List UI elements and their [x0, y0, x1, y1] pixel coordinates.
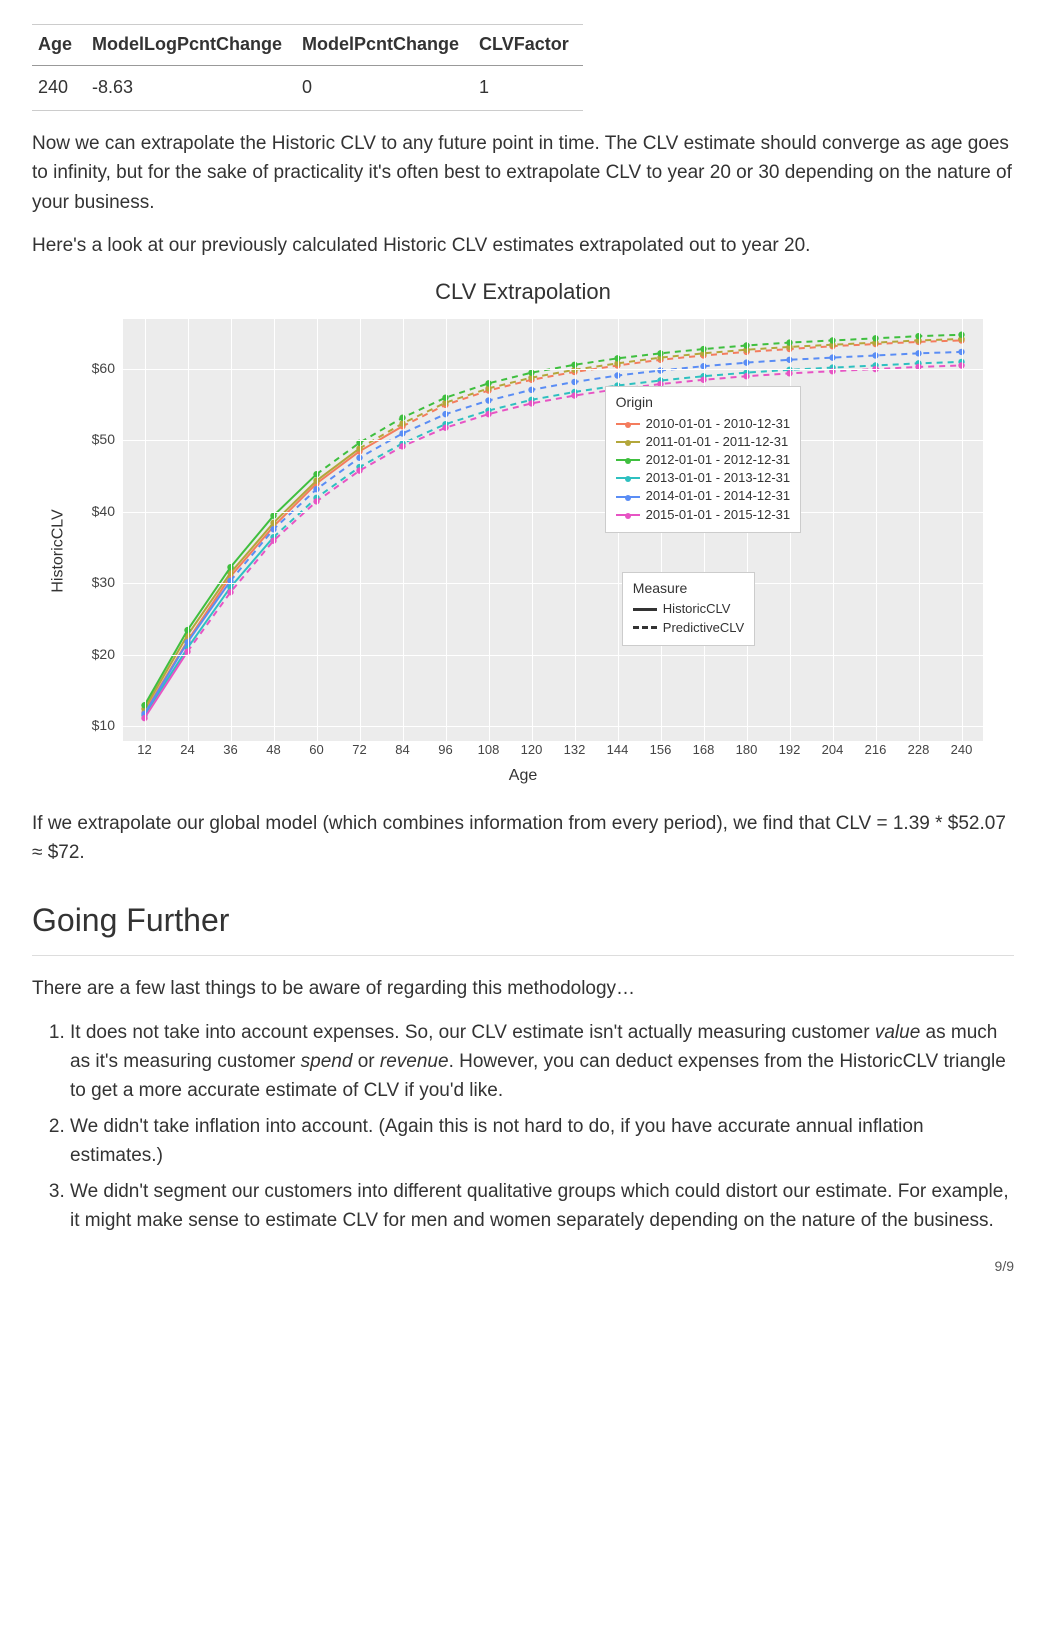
table-cell: -8.63 [86, 65, 296, 110]
chart-ylabel: HistoricCLV [47, 509, 72, 592]
clv-chart: CLV Extrapolation HistoricCLV Age $10 $20… [32, 275, 1014, 791]
table-header: CLVFactor [473, 25, 583, 66]
xtick-label: 108 [478, 740, 500, 760]
page-footer: 9/9 [32, 1256, 1014, 1278]
xtick-label: 228 [908, 740, 930, 760]
legend-label: PredictiveCLV [663, 619, 744, 637]
xtick-label: 72 [352, 740, 366, 760]
paragraph-extrapolate-intro: Now we can extrapolate the Historic CLV … [32, 129, 1014, 217]
legend-origin: Origin 2010-01-01 - 2010-12-312011-01-01 … [605, 386, 802, 533]
legend-item: 2012-01-01 - 2012-12-31 [616, 451, 791, 469]
legend-label: 2015-01-01 - 2015-12-31 [646, 506, 791, 524]
table-header: Age [32, 25, 86, 66]
xtick-label: 24 [180, 740, 194, 760]
xtick-label: 192 [779, 740, 801, 760]
xtick-label: 204 [822, 740, 844, 760]
ytick-label: $50 [92, 429, 115, 451]
xtick-label: 84 [395, 740, 409, 760]
table-header: ModelLogPcntChange [86, 25, 296, 66]
legend-item: PredictiveCLV [633, 619, 744, 637]
section-rule [32, 955, 1014, 956]
legend-label: HistoricCLV [663, 600, 731, 618]
legend-title: Measure [633, 579, 744, 599]
xtick-label: 168 [693, 740, 715, 760]
list-item: We didn't take inflation into account. (… [70, 1112, 1014, 1171]
xtick-label: 240 [951, 740, 973, 760]
xtick-label: 96 [438, 740, 452, 760]
xtick-label: 132 [564, 740, 586, 760]
xtick-label: 12 [137, 740, 151, 760]
going-further-list: It does not take into account expenses. … [32, 1018, 1014, 1236]
xtick-label: 144 [607, 740, 629, 760]
list-item: It does not take into account expenses. … [70, 1018, 1014, 1106]
xtick-label: 60 [309, 740, 323, 760]
ytick-label: $40 [92, 501, 115, 523]
table-cell: 1 [473, 65, 583, 110]
xtick-label: 180 [736, 740, 758, 760]
legend-item: HistoricCLV [633, 600, 744, 618]
xtick-label: 48 [266, 740, 280, 760]
legend-label: 2011-01-01 - 2011-12-31 [646, 433, 789, 451]
section-heading-going-further: Going Further [32, 896, 1014, 946]
list-item: We didn't segment our customers into dif… [70, 1177, 1014, 1236]
xtick-label: 120 [521, 740, 543, 760]
chart-title: CLV Extrapolation [32, 275, 1014, 309]
legend-label: 2013-01-01 - 2013-12-31 [646, 469, 791, 487]
legend-title: Origin [616, 393, 791, 413]
clv-table: AgeModelLogPcntChangeModelPcntChangeCLVF… [32, 24, 583, 111]
xtick-label: 156 [650, 740, 672, 760]
xtick-label: 216 [865, 740, 887, 760]
legend-item: 2014-01-01 - 2014-12-31 [616, 487, 791, 505]
table-header: ModelPcntChange [296, 25, 473, 66]
legend-item: 2015-01-01 - 2015-12-31 [616, 506, 791, 524]
xtick-label: 36 [223, 740, 237, 760]
paragraph-going-further-intro: There are a few last things to be aware … [32, 974, 1014, 1003]
legend-item: 2010-01-01 - 2010-12-31 [616, 415, 791, 433]
table-cell: 0 [296, 65, 473, 110]
table-row: 240-8.6301 [32, 65, 583, 110]
legend-item: 2011-01-01 - 2011-12-31 [616, 433, 791, 451]
legend-item: 2013-01-01 - 2013-12-31 [616, 469, 791, 487]
legend-label: 2010-01-01 - 2010-12-31 [646, 415, 791, 433]
chart-xlabel: Age [509, 764, 537, 789]
legend-measure: MeasureHistoricCLVPredictiveCLV [622, 572, 755, 646]
table-cell: 240 [32, 65, 86, 110]
paragraph-global-model: If we extrapolate our global model (whic… [32, 809, 1014, 868]
ytick-label: $30 [92, 572, 115, 594]
ytick-label: $10 [92, 715, 115, 737]
legend-label: 2014-01-01 - 2014-12-31 [646, 487, 791, 505]
ytick-label: $20 [92, 644, 115, 666]
ytick-label: $60 [92, 358, 115, 380]
paragraph-look: Here's a look at our previously calculat… [32, 231, 1014, 260]
legend-label: 2012-01-01 - 2012-12-31 [646, 451, 791, 469]
